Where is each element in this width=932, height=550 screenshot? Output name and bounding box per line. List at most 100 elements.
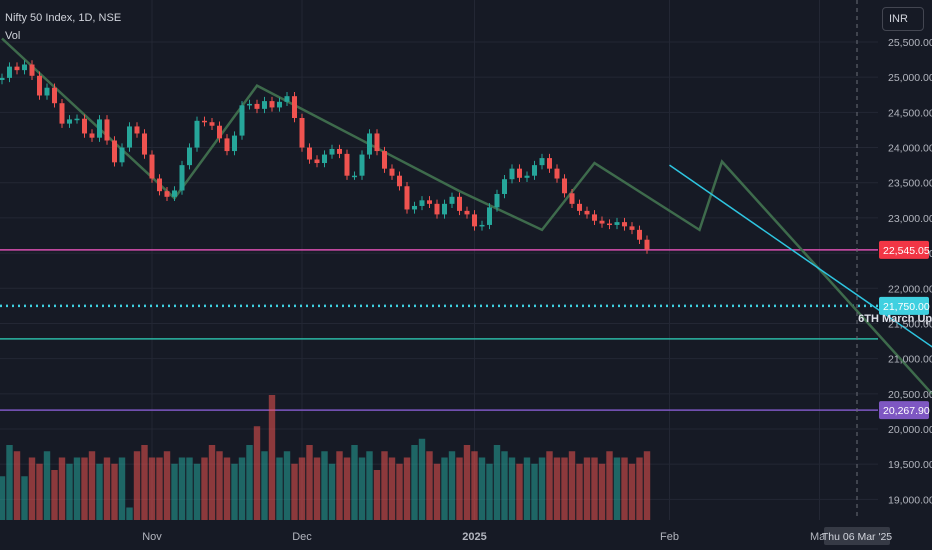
volume-bar: [126, 507, 133, 520]
chart-grid: [0, 0, 878, 520]
volume-bar: [598, 463, 606, 520]
candle-body: [247, 103, 252, 106]
volume-bar: [493, 445, 501, 520]
volume-bar: [276, 457, 283, 520]
volume-bar: [66, 463, 73, 520]
time-tick-label: Dec: [292, 531, 312, 543]
volume-bar: [388, 457, 396, 520]
candle-body: [629, 226, 635, 230]
price-tick-label: 24,500.00: [888, 107, 932, 119]
volume-bar: [81, 457, 88, 520]
volume-bar: [163, 451, 171, 520]
candle-body: [104, 119, 110, 141]
candle-body: [479, 224, 485, 227]
volume-bar: [133, 451, 141, 520]
price-axis[interactable]: 25,500.00 25,000.00 24,500.00 24,000.00 23,5…: [879, 37, 932, 506]
candle-body: [367, 133, 372, 155]
volume-bar: [321, 451, 328, 520]
candle-body: [322, 154, 327, 164]
candle-body: [532, 165, 537, 176]
candle-body: [254, 103, 260, 109]
volume-bar: [433, 463, 441, 520]
volume-bar: [613, 457, 621, 520]
candle-body: [269, 101, 275, 108]
time-axis[interactable]: NovDec2025FebMarAprThu 06 Mar '25: [142, 527, 932, 545]
volume-bar: [111, 463, 118, 520]
volume-bar: [508, 457, 516, 520]
candle-body: [239, 105, 245, 136]
candle-body: [569, 193, 575, 204]
candle-body: [179, 165, 185, 191]
volume-bar: [396, 463, 403, 520]
candle-body: [472, 214, 477, 227]
volume-bar: [178, 457, 186, 520]
candle-body: [134, 126, 140, 134]
candle-body: [509, 168, 515, 180]
candle-body: [0, 77, 5, 80]
volume-bar: [583, 457, 591, 520]
candle-body: [277, 101, 282, 108]
time-tick-label: Nov: [142, 531, 162, 543]
candle-body: [74, 118, 80, 121]
price-tick-label: 19,500.00: [888, 459, 932, 471]
candle-body: [149, 154, 155, 179]
volume-bar: [531, 463, 538, 520]
volume-bar: [201, 457, 208, 520]
volume-bar: [448, 451, 456, 520]
candle-body: [202, 120, 207, 123]
volume-bar: [6, 445, 13, 520]
volume-bar: [58, 457, 66, 520]
candle-body: [284, 96, 290, 102]
candle-body: [374, 133, 380, 152]
volume-bar: [28, 457, 36, 520]
volume-bar: [343, 457, 351, 520]
candle-body: [502, 179, 507, 194]
candle-body: [412, 205, 417, 210]
volume-bar: [336, 451, 343, 520]
volume-bar: [231, 463, 238, 520]
volume-bar: [426, 451, 433, 520]
volume-bar: [463, 445, 471, 520]
price-tick-label: 25,500.00: [888, 37, 932, 49]
candle-body: [599, 220, 605, 224]
candle-body: [232, 135, 237, 152]
time-tick-label: 2025: [462, 531, 486, 543]
candle-body: [37, 75, 42, 96]
time-tick-label: Feb: [660, 531, 679, 543]
volume-bar: [456, 457, 463, 520]
candle-body: [562, 178, 567, 194]
candle-body: [584, 210, 590, 215]
symbol-title: Nifty 50 Index, 1D, NSE: [5, 12, 122, 24]
currency-button[interactable]: INR: [882, 7, 924, 31]
price-tick-label: 23,000.00: [888, 213, 932, 225]
current-price-tag-bg: [879, 240, 929, 259]
level-price-tag: 20,267.90: [883, 405, 930, 417]
candle-body: [442, 203, 447, 215]
candle-body: [592, 214, 597, 221]
candle-body: [397, 175, 402, 187]
volume-bar: [403, 457, 411, 520]
candle-body: [59, 103, 65, 124]
volume-bar: [268, 395, 276, 520]
volume-bar: [351, 445, 358, 520]
price-tick-label: 25,000.00: [888, 72, 932, 84]
volume-bar: [523, 457, 531, 520]
volume-bar: [501, 451, 508, 520]
volume-bar: [118, 457, 126, 520]
volume-bar: [73, 457, 81, 520]
price-tick-label: 19,000.00: [888, 494, 932, 506]
volume-bar: [156, 457, 163, 520]
candle-body: [172, 190, 177, 197]
volume-bar: [208, 445, 216, 520]
candle-body: [637, 229, 642, 240]
candle-body: [517, 168, 522, 178]
candle-body: [209, 122, 215, 126]
crosshair-date-label: Thu 06 Mar '25: [822, 531, 892, 543]
annotation-text: 6TH March Upto TG: [858, 313, 932, 325]
candle-body: [547, 158, 552, 169]
volume-bar: [96, 463, 103, 520]
volume-bar: [366, 451, 373, 520]
level-price-tag: 21,750.00: [883, 301, 930, 313]
volume-bar: [298, 457, 306, 520]
